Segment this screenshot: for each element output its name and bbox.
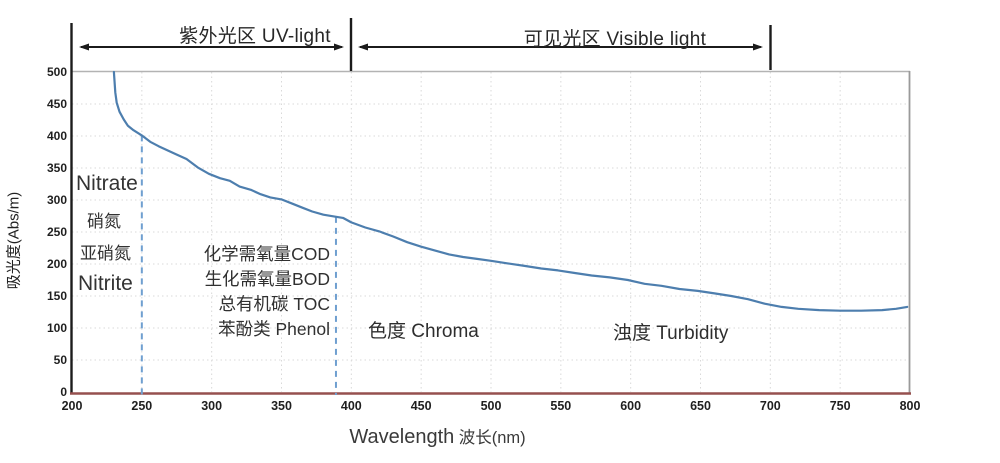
x-tick-label: 450 bbox=[410, 399, 432, 413]
nitrite-zh-label: 亚硝氮 bbox=[80, 244, 131, 263]
x-tick-label: 250 bbox=[131, 399, 153, 413]
y-tick-label: 250 bbox=[46, 225, 67, 239]
bod-label: 生化需氧量BOD bbox=[204, 269, 330, 289]
y-tick-label: 100 bbox=[46, 321, 67, 335]
x-tick-label: 500 bbox=[480, 399, 502, 413]
x-axis-title: Wavelength 波长(nm) bbox=[340, 424, 535, 449]
phenol-label: 苯酚类 Phenol bbox=[218, 319, 330, 339]
x-tick-label: 400 bbox=[340, 399, 362, 413]
x-axis-title-en: Wavelength bbox=[349, 426, 455, 448]
visible-region-label: 可见光区 Visible light bbox=[523, 29, 707, 50]
x-axis-title-zh: 波长(nm) bbox=[458, 429, 526, 447]
dashed-guides bbox=[140, 135, 337, 395]
x-tick-label: 650 bbox=[690, 399, 711, 413]
y-tick-label: 300 bbox=[46, 193, 67, 207]
y-tick-label: 500 bbox=[46, 65, 67, 79]
nitrate-en-label: Nitrate bbox=[76, 172, 138, 195]
x-tick-label: 800 bbox=[899, 399, 921, 413]
absorbance-curve bbox=[112, 70, 909, 312]
y-axis-title: 吸光度(Abs/m) bbox=[5, 191, 23, 290]
nitrite-en-label: Nitrite bbox=[78, 272, 133, 295]
turbidity-label: 浊度 Turbidity bbox=[613, 323, 729, 344]
x-tick-label: 600 bbox=[620, 399, 642, 413]
y-tick-label: 50 bbox=[53, 353, 67, 367]
x-tick-label: 300 bbox=[201, 399, 223, 413]
x-tick-label: 350 bbox=[271, 399, 292, 413]
y-tick-label: 200 bbox=[46, 257, 67, 271]
y-tick-label: 150 bbox=[46, 289, 67, 303]
x-tick-label: 700 bbox=[759, 399, 781, 413]
y-tick-label: 400 bbox=[46, 129, 67, 143]
x-tick-label: 750 bbox=[829, 399, 851, 413]
spectrum-curve bbox=[112, 70, 909, 312]
y-tick-label: 450 bbox=[46, 97, 67, 111]
y-tick-label: 0 bbox=[60, 385, 67, 399]
x-tick-label: 200 bbox=[61, 399, 83, 413]
x-tick-label: 550 bbox=[550, 399, 572, 413]
gridlines bbox=[72, 72, 910, 392]
chroma-label: 色度 Chroma bbox=[368, 321, 479, 342]
y-tick-label: 350 bbox=[46, 161, 67, 175]
toc-label: 总有机碳 TOC bbox=[218, 294, 331, 314]
cod-label: 化学需氧量COD bbox=[203, 244, 330, 264]
uv-region-label: 紫外光区 UV-light bbox=[179, 26, 331, 47]
nitrate-zh-label: 硝氮 bbox=[87, 212, 121, 231]
